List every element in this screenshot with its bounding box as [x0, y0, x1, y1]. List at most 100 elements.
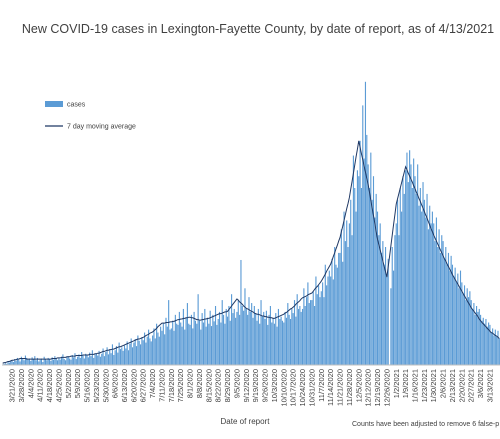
x-tick-label: 3/28/2020 [17, 369, 26, 402]
bar [134, 339, 136, 365]
legend-label: 7 day moving average [67, 124, 136, 131]
bar [30, 360, 32, 365]
bar [12, 362, 14, 365]
bar [415, 193, 417, 365]
bar [308, 303, 310, 365]
x-tick-label: 1/2/2021 [392, 369, 401, 398]
bar [241, 306, 243, 365]
bar [257, 308, 259, 365]
bar [497, 330, 499, 365]
bar [366, 134, 368, 365]
bar [484, 323, 486, 365]
x-tick-label: 6/27/2020 [139, 369, 148, 402]
bar [110, 353, 112, 365]
bar [259, 323, 261, 365]
x-tick-label: 8/15/2020 [204, 369, 213, 402]
bar [83, 358, 85, 365]
bar [51, 357, 53, 365]
bar [166, 326, 168, 365]
bar [268, 314, 270, 365]
bar [19, 361, 21, 365]
bar [493, 335, 495, 365]
bar [406, 152, 408, 365]
x-tick-label: 10/24/2020 [298, 369, 307, 407]
bar [115, 346, 118, 365]
bar [231, 294, 233, 365]
x-tick-label: 6/6/2020 [111, 369, 120, 398]
bar [168, 300, 170, 365]
bar [276, 326, 278, 365]
bar [469, 291, 471, 365]
bar [218, 311, 221, 365]
bar [75, 359, 77, 365]
bar [237, 300, 239, 365]
bar [311, 300, 313, 365]
bar [149, 338, 151, 365]
bar [490, 332, 492, 365]
bar [494, 329, 496, 365]
bar [323, 297, 325, 365]
bar [6, 363, 8, 365]
bar [26, 357, 28, 365]
bar [300, 311, 302, 365]
bar [297, 308, 300, 365]
bar [485, 318, 487, 365]
bar [172, 320, 174, 365]
bar [307, 282, 309, 365]
bar [18, 359, 20, 365]
bar [348, 223, 350, 365]
bar [85, 353, 87, 365]
bar [350, 199, 352, 365]
bar [478, 308, 480, 365]
bar [137, 335, 139, 365]
bar [446, 264, 448, 365]
bar [243, 310, 245, 365]
bar [327, 276, 329, 365]
bar [267, 324, 269, 365]
bar [220, 322, 222, 365]
bar [370, 152, 372, 365]
bar [232, 313, 234, 365]
bar [287, 303, 289, 365]
bar [225, 308, 227, 365]
bar [488, 322, 490, 365]
bar [111, 344, 114, 365]
x-tick-label: 5/23/2020 [92, 369, 101, 402]
bar [7, 362, 9, 365]
bar [55, 358, 57, 365]
bar [285, 317, 288, 365]
bar [139, 344, 142, 365]
bar [462, 294, 464, 365]
bar [190, 314, 192, 365]
bar [292, 313, 294, 365]
bar [454, 267, 456, 365]
x-tick-label: 5/16/2020 [83, 369, 92, 402]
bar [301, 308, 304, 365]
bar [255, 313, 257, 365]
bar [346, 220, 348, 365]
bar [202, 322, 205, 365]
x-tick-label: 2/13/2021 [448, 369, 457, 402]
bar [252, 317, 254, 365]
bar [180, 322, 182, 365]
x-tick-label: 12/19/2020 [373, 369, 382, 407]
x-tick-label: 2/27/2021 [467, 369, 476, 402]
x-tick-label: 7/11/2020 [157, 369, 166, 402]
bar [129, 343, 131, 365]
bar [221, 300, 223, 365]
bar [419, 188, 421, 365]
bar [492, 328, 494, 365]
x-tick-label: 7/4/2020 [148, 369, 157, 398]
bar [201, 313, 203, 365]
bar [210, 326, 213, 365]
bar [411, 188, 413, 365]
bar [324, 264, 326, 365]
bar [59, 359, 61, 365]
bar [355, 211, 357, 365]
bar [431, 211, 433, 365]
bar [222, 314, 225, 365]
bar [24, 355, 26, 365]
bar [362, 105, 364, 366]
bar [305, 297, 308, 365]
bar [457, 273, 459, 365]
